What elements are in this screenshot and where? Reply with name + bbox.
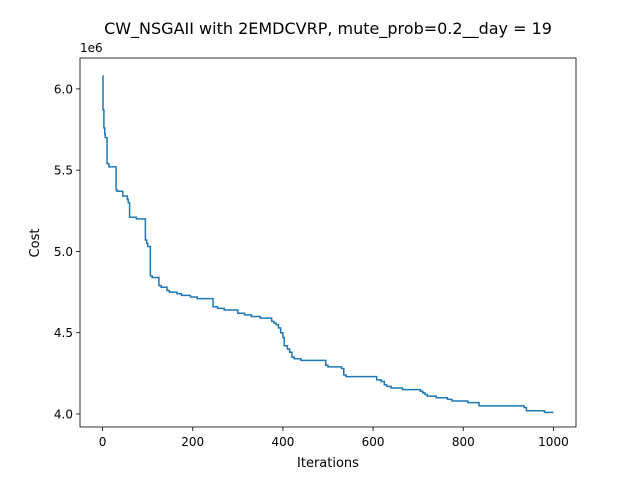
y-tick-label: 4.0: [54, 407, 73, 421]
y-axis-ticks: 4.0 4.5 5.0 5.5 6.0: [54, 82, 80, 421]
x-tick-label: 0: [99, 435, 107, 449]
x-tick-label: 600: [362, 435, 385, 449]
y-tick-label: 4.5: [54, 326, 73, 340]
axes-frame: [79, 57, 577, 428]
x-tick-label: 400: [271, 435, 294, 449]
y-tick-label: 5.0: [54, 245, 73, 259]
x-axis-label: Iterations: [297, 456, 359, 471]
plot-area: [102, 75, 554, 414]
y-axis-label: Cost: [28, 229, 43, 258]
y-tick-label: 5.5: [54, 164, 73, 178]
chart-title: CW_NSGAII with 2EMDCVRP, mute_prob=0.2__…: [104, 19, 552, 39]
x-tick-label: 800: [452, 435, 475, 449]
y-tick-label: 6.0: [54, 82, 73, 96]
x-tick-label: 200: [181, 435, 204, 449]
series-line: [102, 75, 554, 414]
y-axis-offset-label: 1e6: [80, 41, 103, 55]
x-tick-label: 1000: [538, 435, 569, 449]
x-axis-ticks: 0 200 400 600 800 1000: [99, 427, 569, 449]
